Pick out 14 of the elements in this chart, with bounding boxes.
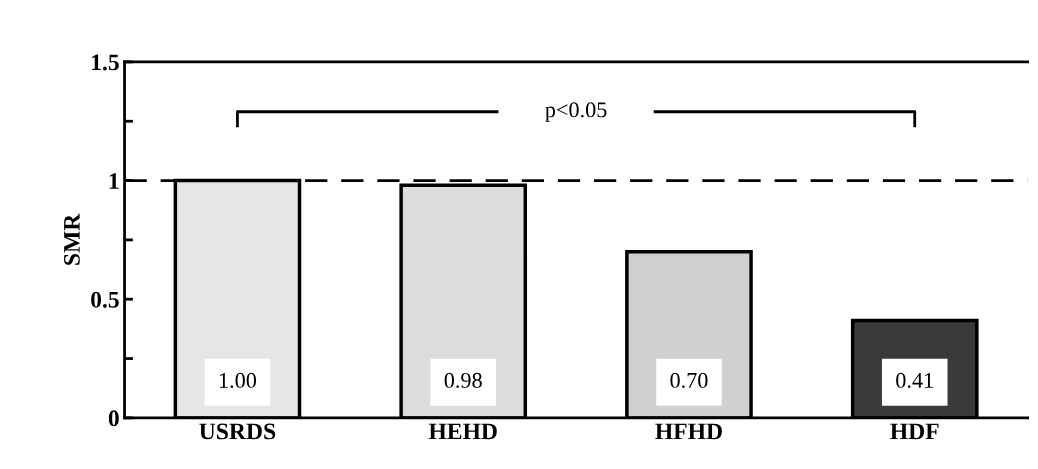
x-tick-label: HEHD: [428, 423, 497, 440]
data-label: 0.98: [444, 372, 482, 388]
y-tick-label: 0.5: [91, 291, 119, 308]
y-tick-label: 0: [108, 410, 119, 427]
x-tick-label: USRDS: [199, 423, 276, 440]
data-label: 0.70: [670, 372, 708, 388]
y-tick-label: 1.5: [92, 54, 119, 71]
y-axis-title: SMR: [63, 213, 80, 265]
data-label: 0.41: [896, 372, 933, 388]
x-tick-label: HFHD: [655, 423, 722, 440]
annotation: p<0.05: [545, 102, 607, 122]
x-tick-label: HDF: [890, 423, 939, 440]
data-label: 1.00: [219, 372, 257, 388]
y-tick-label: 1: [109, 173, 119, 189]
